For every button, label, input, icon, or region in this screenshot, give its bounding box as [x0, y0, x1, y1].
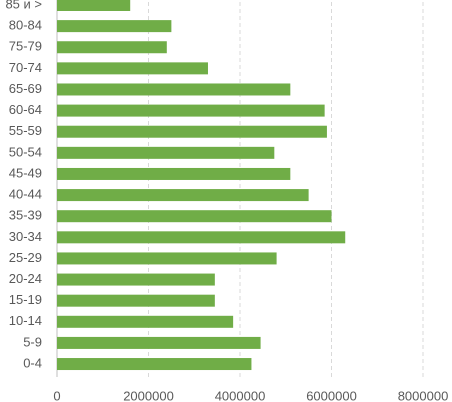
x-tick-label: 4000000: [215, 388, 266, 402]
y-tick-label: 25-29: [9, 250, 42, 265]
bar: [57, 125, 327, 138]
y-tick-label: 55-59: [9, 123, 42, 138]
y-tick-label: 65-69: [9, 81, 42, 96]
bar: [57, 336, 261, 349]
y-tick-label: 60-64: [9, 102, 42, 117]
bar: [57, 20, 172, 33]
bar: [57, 104, 325, 117]
x-tick-label: 8000000: [398, 388, 449, 402]
bar: [57, 315, 234, 328]
y-tick-label: 50-54: [9, 144, 42, 159]
x-tick-label: 2000000: [123, 388, 174, 402]
y-tick-label: 35-39: [9, 208, 42, 223]
bar: [57, 358, 252, 371]
y-tick-label: 20-24: [9, 271, 42, 286]
y-tick-label: 80-84: [9, 18, 42, 33]
y-tick-label: 30-34: [9, 229, 42, 244]
bar: [57, 273, 215, 286]
y-tick-label: 40-44: [9, 187, 42, 202]
bar: [57, 0, 131, 11]
bar: [57, 146, 275, 159]
bar: [57, 62, 208, 75]
bar: [57, 83, 291, 96]
y-tick-label: 45-49: [9, 165, 42, 180]
y-tick-label: 70-74: [9, 60, 42, 75]
y-tick-label: 10-14: [9, 313, 42, 328]
bar: [57, 167, 291, 180]
bar: [57, 231, 346, 244]
y-tick-label: 15-19: [9, 292, 42, 307]
x-tick-label: 0: [53, 388, 60, 402]
bar: [57, 252, 277, 265]
bar: [57, 189, 309, 202]
y-tick-label: 0-4: [23, 355, 42, 370]
bar: [57, 294, 215, 307]
bar: [57, 210, 332, 223]
y-tick-label: 85 и >: [5, 0, 42, 11]
x-tick-label: 6000000: [306, 388, 357, 402]
bar: [57, 41, 167, 54]
y-tick-label: 75-79: [9, 39, 42, 54]
y-tick-label: 5-9: [23, 334, 42, 349]
